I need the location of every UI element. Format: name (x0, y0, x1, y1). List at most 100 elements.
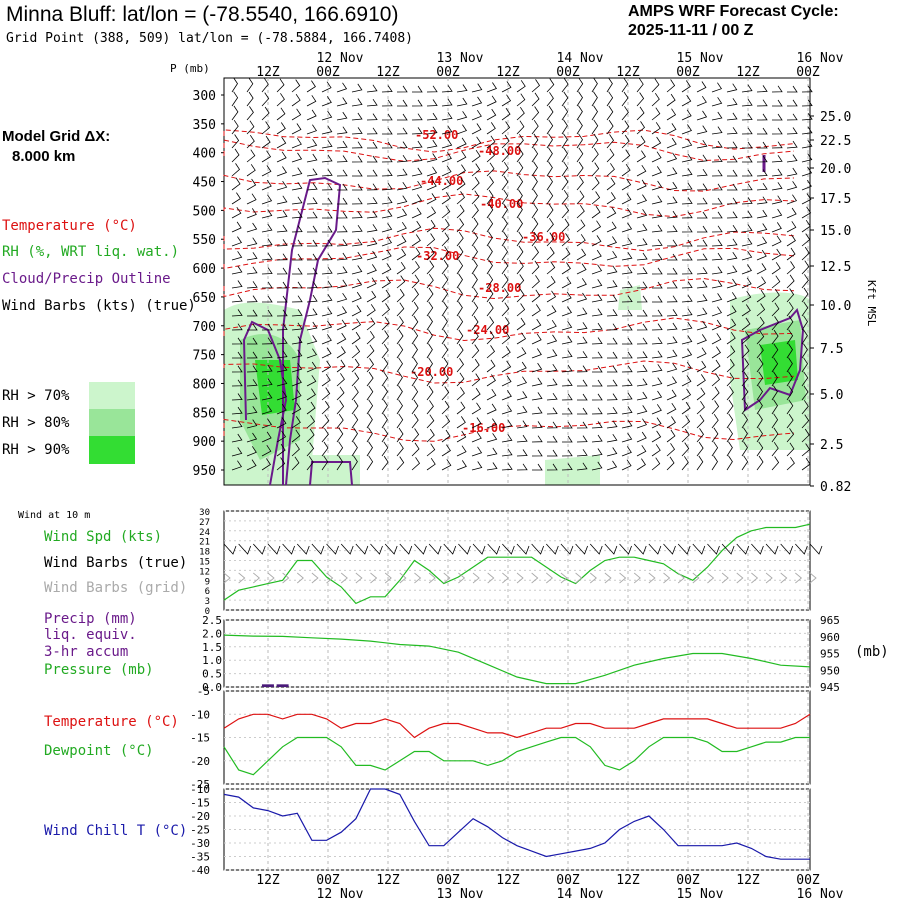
wind-barb-993 (756, 263, 767, 275)
wind-barb-145 (306, 153, 318, 163)
wind-barb-48 (246, 365, 258, 373)
wind-barb-75 (261, 351, 273, 359)
wind-ytick-15: 15 (199, 558, 210, 568)
wind-barb-453 (471, 149, 481, 163)
wind-barb-846 (681, 168, 693, 177)
wind-barb-67 (261, 238, 273, 247)
wind-barb-945 (726, 372, 735, 387)
wind-barb-421 (456, 97, 468, 107)
wind-barb-154 (306, 281, 318, 289)
wind-barb-426 (456, 164, 466, 177)
wind-barb-752 (621, 419, 633, 429)
wind-barb-998 (756, 330, 765, 345)
wind-barb-899 (711, 126, 723, 135)
wind-barb-629 (561, 262, 571, 275)
wind-barb-606 (546, 334, 558, 345)
wind-barb-151 (307, 239, 318, 247)
wind-barb-grid-32 (692, 572, 700, 584)
top-time-label-0: 12Z (256, 65, 280, 80)
wind-barb-795 (651, 239, 663, 247)
wind-barb-550 (516, 332, 527, 345)
wind-barb-915 (711, 346, 721, 359)
wind-barb-260 (366, 197, 378, 205)
wind-barb-415 (441, 400, 450, 415)
wind-barb-932 (726, 197, 738, 205)
wind-barb-909 (711, 266, 723, 275)
wind-barb-true-1 (238, 543, 252, 555)
wind-barb-824 (667, 253, 678, 261)
wind-barb-978 (741, 441, 748, 457)
wind-barb-201 (336, 155, 348, 163)
wind-barb-272 (366, 358, 375, 373)
wind-barb-2 (231, 105, 239, 121)
cloud-outline-1 (282, 176, 342, 486)
pressure-ytick-950: 950 (820, 664, 840, 677)
wind-barb-true-11 (384, 543, 398, 555)
wind-barb-394 (441, 112, 453, 121)
rh-region-7 (545, 455, 600, 485)
wind-barb-1086 (801, 385, 809, 401)
wind-barb-820 (666, 196, 678, 205)
wind-barb-541 (516, 203, 523, 219)
wind-barb-669 (576, 435, 588, 443)
wind-barb-788 (651, 136, 662, 149)
wind-barb-41 (246, 266, 258, 275)
wind-barb-785 (651, 92, 660, 107)
wind-barb-689 (591, 322, 603, 331)
wind-barb-1088 (801, 414, 810, 429)
wind-barb-358 (411, 385, 419, 401)
wind-barb-288 (381, 196, 393, 205)
wind-barb-558 (516, 449, 528, 457)
height-tick-label-4: 15.0 (820, 224, 851, 239)
wind-barb-774 (636, 337, 648, 345)
wind-barb-1081 (801, 315, 808, 331)
wind-barb-grid-29 (648, 572, 656, 584)
wind-barb-206 (336, 225, 348, 233)
wind-barb-928 (726, 141, 738, 149)
wind-barb-1051 (786, 288, 795, 303)
wind-barb-180 (321, 253, 333, 261)
wind-barb-1065 (801, 99, 813, 107)
wind-barb-559 (516, 463, 528, 471)
wind-barb-277 (366, 427, 373, 443)
wind-barb-587 (532, 463, 543, 471)
wind-barb-338 (411, 113, 423, 121)
wind-barb-965 (741, 264, 753, 275)
wind-barb-265 (366, 264, 377, 275)
wind-barb-1001 (756, 371, 764, 387)
wind-barb-268 (366, 304, 376, 317)
wind-barb-888 (696, 360, 707, 373)
wind-barb-537 (516, 147, 524, 163)
wind-barb-253 (366, 98, 378, 107)
wind-barb-617 (561, 91, 569, 107)
wind-barb-320 (396, 248, 407, 261)
wind-barb-grid-15 (443, 572, 451, 584)
wind-barb-948 (726, 413, 734, 429)
wind-barb-775 (636, 351, 648, 359)
wind-barb-1068 (801, 139, 813, 149)
wind-barb-70 (261, 281, 273, 289)
wind-barb-1079 (801, 287, 809, 303)
wind-barb-949 (726, 427, 733, 443)
wind-barb-217 (336, 373, 345, 387)
wind-barb-411 (441, 343, 449, 359)
wind-barb-720 (607, 365, 618, 373)
wind-barb-491 (486, 287, 494, 303)
wind-barb-522 (501, 331, 511, 345)
wind-barb-659 (576, 292, 588, 303)
bottom-time-label-1: 00Z (316, 873, 340, 888)
wind-barb-852 (682, 253, 693, 261)
wind-barb-1007 (756, 455, 764, 471)
wind-barb-542 (516, 217, 523, 233)
wind-barb-45 (247, 323, 258, 331)
wind-barb-640 (562, 421, 573, 429)
wind-barb-722 (606, 393, 618, 401)
wind-barb-grid-14 (428, 572, 436, 584)
wind-barb-23 (231, 406, 243, 415)
top-date-label-1: 13 Nov (437, 51, 484, 66)
wind-barb-223 (336, 455, 343, 471)
wind-barb-492 (486, 301, 494, 317)
wind-barb-674 (591, 105, 598, 121)
wind-barb-956 (742, 141, 753, 149)
wind-ytick-24: 24 (199, 528, 210, 538)
